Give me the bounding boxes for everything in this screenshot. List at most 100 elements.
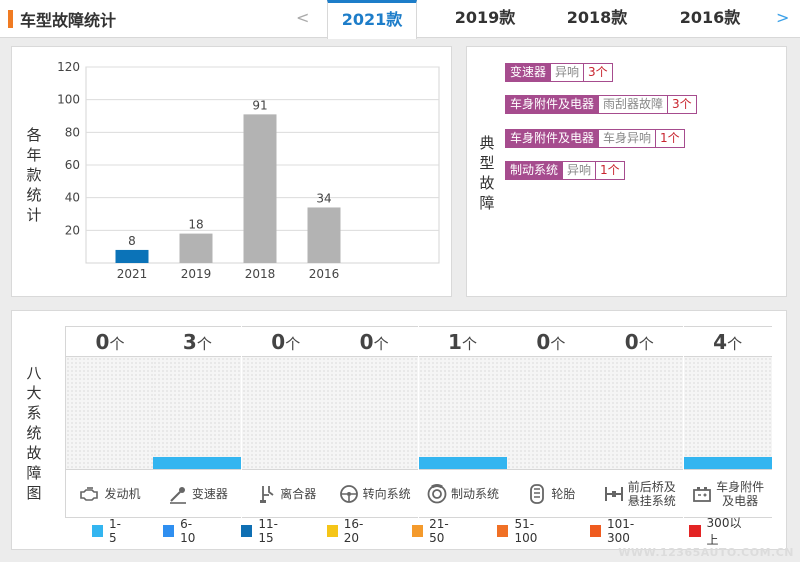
system-fault-bar: [153, 457, 242, 469]
system-name: 转向系统: [362, 486, 411, 501]
system-name: 发动机: [104, 486, 141, 501]
tab-2021[interactable]: 2021款: [327, 0, 417, 39]
legend-item: 16-20: [326, 517, 376, 545]
fault-description: 异响: [551, 63, 584, 82]
prev-arrow-button[interactable]: <: [296, 8, 310, 27]
x-tick-label: 2016: [309, 267, 340, 281]
fault-item[interactable]: 制动系统 异响 1个: [505, 161, 625, 180]
system-label-cell[interactable]: 转向系统: [330, 469, 419, 518]
system-count-unit: 个: [373, 335, 389, 353]
system-count-number: 0: [359, 330, 374, 354]
section-title: 车型故障统计: [8, 8, 116, 30]
system-count: 0个: [241, 326, 330, 357]
system-count: 1个: [418, 326, 507, 357]
yearly-stats-panel: 各年款统计 20 40 60 80 100 120 8 2021 18 2019 91 2018 34 2…: [11, 46, 452, 297]
fault-item[interactable]: 车身附件及电器 雨刮器故障 3个: [505, 95, 697, 114]
legend-label: 101-300: [606, 517, 635, 545]
system-count: 0个: [66, 326, 154, 357]
x-tick-label: 2018: [245, 267, 276, 281]
system-bar-area: [418, 357, 507, 469]
fault-count: 3个: [667, 95, 697, 114]
legend-swatch: [326, 525, 338, 537]
fault-item[interactable]: 车身附件及电器 车身异响 1个: [505, 129, 685, 148]
system-column: 0个前后桥及 悬挂系统: [595, 326, 684, 518]
fault-count: 1个: [595, 161, 625, 180]
fault-system: 车身附件及电器: [505, 95, 600, 114]
system-count-number: 1: [448, 330, 462, 354]
system-column: 4个车身附件 及电器: [683, 326, 772, 518]
system-count-number: 3: [182, 330, 197, 354]
car-battery-icon: [693, 486, 712, 502]
system-bar-area: [506, 357, 595, 469]
legend-item: 6-10: [163, 517, 205, 545]
legend-swatch: [689, 525, 701, 537]
system-label-cell[interactable]: 离合器: [241, 469, 330, 518]
clutch-icon: [260, 485, 274, 503]
system-count-number: 0: [95, 330, 110, 354]
system-bar-area: [683, 357, 772, 469]
system-label-cell[interactable]: 制动系统: [418, 469, 507, 518]
y-tick-label: 20: [65, 223, 80, 237]
system-count-number: 0: [624, 330, 639, 354]
system-column: 0个离合器: [241, 326, 330, 518]
bar-value-label: 18: [188, 218, 203, 232]
systems-grid: 0个 发动机 3个 变速器 0个 离合器 0个 转向系统 1个 制动系统 0个 轮胎 0个 前后桥及 悬挂系…: [65, 326, 772, 518]
legend-label: 11-15: [258, 517, 279, 545]
system-count: 0个: [595, 326, 684, 357]
system-column: 0个 轮胎: [506, 326, 595, 518]
y-tick-label: 40: [65, 191, 80, 205]
steering-wheel-icon: [339, 484, 358, 503]
system-label-cell[interactable]: 变速器: [153, 469, 242, 518]
legend-item: 21-50: [412, 517, 461, 545]
system-count-unit: 个: [196, 335, 212, 353]
tab-2018[interactable]: 2018款: [566, 8, 628, 27]
system-fault-bar: [418, 457, 507, 469]
axle-icon: [604, 486, 623, 501]
system-fault-bar: [683, 457, 772, 469]
brake-disc-icon: [427, 483, 447, 503]
system-bar-area: [241, 357, 330, 469]
system-name: 离合器: [280, 486, 317, 501]
gearshift-icon: [169, 486, 186, 504]
system-count-unit: 个: [285, 335, 301, 353]
fault-item[interactable]: 变速器 异响 3个: [505, 63, 613, 82]
system-column: 1个制动系统: [418, 326, 507, 518]
system-label-cell[interactable]: 发动机: [66, 469, 154, 518]
system-name: 变速器: [191, 486, 228, 501]
system-bar-area: [330, 357, 419, 469]
system-label-cell[interactable]: 前后桥及 悬挂系统: [595, 469, 684, 518]
system-name: 轮胎: [551, 486, 576, 501]
system-count: 0个: [330, 326, 419, 357]
legend-swatch: [163, 525, 175, 537]
y-tick-label: 60: [65, 158, 80, 172]
system-count-number: 4: [713, 330, 728, 354]
y-tick-label: 120: [57, 60, 80, 74]
system-label-cell[interactable]: 车身附件 及电器: [683, 469, 772, 518]
legend-label: 300以上: [706, 516, 742, 547]
tab-2019[interactable]: 2019款: [454, 8, 516, 27]
legend-label: 6-10: [180, 517, 196, 545]
legend-item: 51-100: [497, 517, 553, 545]
tab-2016[interactable]: 2016款: [679, 8, 741, 27]
next-arrow-button[interactable]: >: [776, 8, 790, 27]
system-label-cell[interactable]: 轮胎: [506, 469, 595, 518]
system-bar-area: [595, 357, 684, 469]
system-count-number: 0: [536, 330, 551, 354]
header-bar: 车型故障统计 < 2021款 2019款 2018款 2016款 >: [0, 0, 800, 39]
system-count: 3个: [153, 326, 242, 357]
fault-description: 雨刮器故障: [599, 95, 668, 114]
legend-item: 1-5: [92, 517, 127, 545]
fault-count: 3个: [583, 63, 613, 82]
bar-2018: [243, 114, 277, 263]
system-count: 4个: [683, 326, 772, 357]
yearly-stats-label: 各年款统计: [26, 126, 42, 224]
typical-faults-label: 典型故障: [479, 134, 495, 212]
watermark: WWW.12365AUTO.COM.CN: [618, 546, 794, 559]
system-count-unit: 个: [109, 335, 125, 353]
legend-label: 51-100: [514, 517, 538, 545]
fault-system: 车身附件及电器: [505, 129, 600, 148]
fault-description: 车身异响: [599, 129, 656, 148]
system-count-number: 0: [271, 330, 286, 354]
system-name: 前后桥及 悬挂系统: [627, 479, 676, 508]
system-count-unit: 个: [461, 335, 477, 353]
